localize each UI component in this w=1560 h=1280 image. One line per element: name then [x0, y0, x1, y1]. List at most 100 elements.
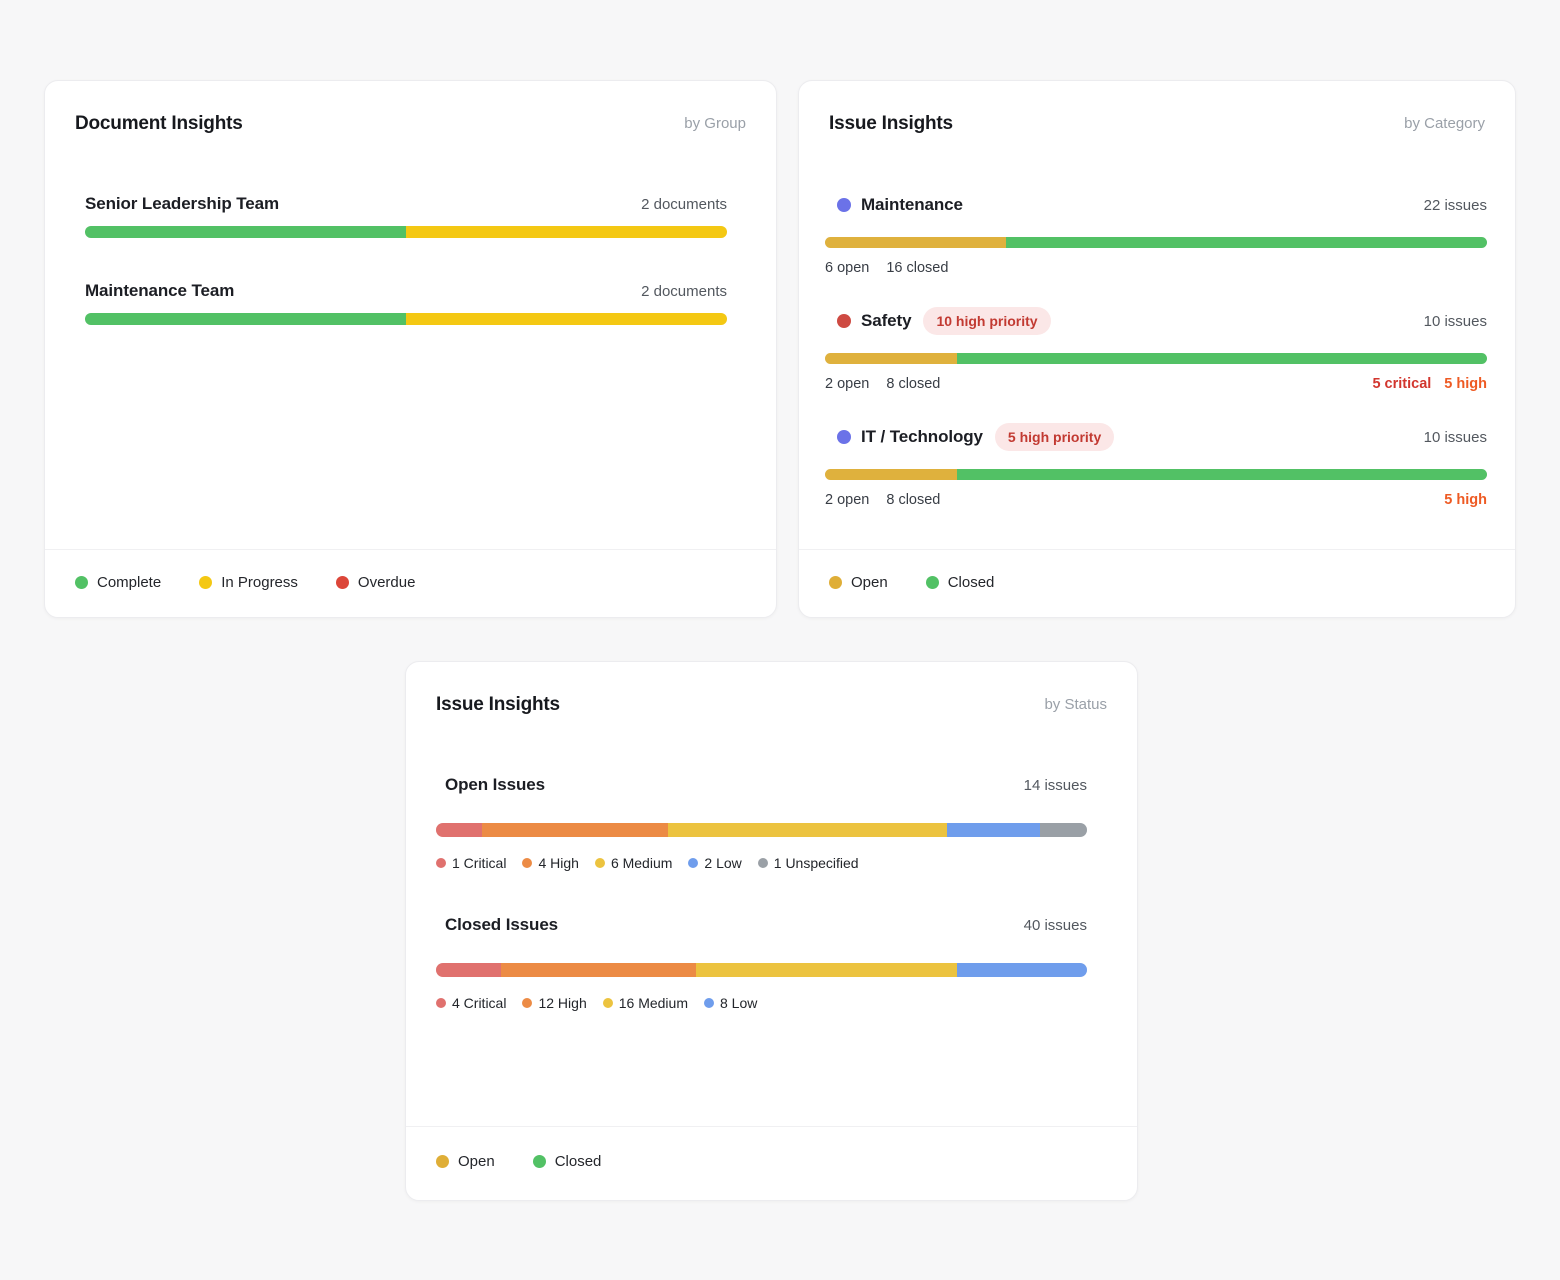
severity-dot-icon [688, 858, 699, 868]
category-dot-icon [837, 198, 851, 212]
severity-label: 16 Medium [618, 995, 688, 1011]
legend-dot-icon [925, 576, 939, 589]
count-unit: documents [653, 283, 727, 300]
stacked-progress-bar [85, 313, 727, 325]
issue-status-row[interactable]: Open Issues 14 issues 1 Critical 4 High 6 Me… [436, 772, 1087, 872]
status-name: Closed Issues [445, 915, 559, 934]
high-priority-badge: 10 high priority [923, 307, 1051, 335]
row-count: 40 issues [1024, 913, 1087, 939]
bar-segment-closed [1005, 237, 1487, 248]
legend-item-open: Open [829, 574, 888, 591]
issue-status-row[interactable]: Closed Issues 40 issues 4 Critical 12 High 1… [436, 912, 1087, 1012]
row-count: 22 issues [1424, 197, 1487, 214]
severity-item: 4 High [522, 855, 579, 871]
bar-segment-unspecified [1040, 823, 1087, 837]
legend-label: Open [851, 574, 888, 591]
stat-text: 6 open [825, 260, 870, 276]
document-insights-legend: Complete In Progress Overdue [45, 549, 776, 617]
severity-dot-icon [436, 858, 446, 868]
issue-insights-status-header: Issue Insights by Status [406, 662, 1137, 718]
legend-dot-icon [436, 1155, 449, 1168]
stat-text: 2 open [825, 492, 870, 508]
document-group-row[interactable]: Maintenance Team 2 documents [85, 278, 727, 325]
card-title: Document Insights [75, 113, 243, 134]
bar-segment-medium [668, 823, 948, 837]
legend-item-closed: Closed [925, 574, 995, 591]
count-unit: issues [1444, 428, 1487, 446]
bar-segment-open [825, 469, 958, 480]
severity-dot-icon [436, 998, 446, 1008]
severity-item: 4 Critical [436, 995, 506, 1011]
category-row-header: Maintenance 22 issues [825, 191, 1487, 219]
priority-stats: 5 critical 5 high [1372, 375, 1487, 393]
row-count: 14 issues [1024, 773, 1087, 799]
severity-label: 1 Critical [452, 855, 507, 871]
stacked-progress-bar [825, 237, 1487, 248]
legend-item-complete: Complete [75, 574, 161, 591]
bar-segment-closed [957, 469, 1487, 480]
severity-item: 1 Unspecified [757, 855, 859, 871]
count-unit: issues [1444, 196, 1487, 214]
legend-label: In Progress [221, 574, 298, 591]
legend-dot-icon [532, 1155, 546, 1168]
document-insights-body: Senior Leadership Team 2 documents Mainten… [45, 137, 776, 549]
category-row-stats: 2 open 8 closed 5 critical 5 high [825, 375, 1487, 393]
category-name: IT / Technology [861, 427, 983, 446]
severity-dot-icon [522, 998, 533, 1008]
bar-segment-critical [436, 823, 483, 837]
stat-text: 8 closed [886, 492, 941, 508]
stat-text: 2 open [825, 376, 870, 392]
group-name: Senior Leadership Team [85, 194, 279, 213]
severity-dot-icon [594, 858, 605, 868]
severity-item: 12 High [522, 995, 587, 1011]
issue-insights-status-card: Issue Insights by Status Open Issues 14 i… [405, 661, 1138, 1201]
issue-category-row[interactable]: Maintenance 22 issues 6 open 16 closed [825, 191, 1487, 277]
stacked-progress-bar [436, 963, 1087, 977]
legend-item-open: Open [436, 1153, 495, 1170]
bar-segment-in-progress [406, 313, 727, 325]
document-group-row[interactable]: Senior Leadership Team 2 documents [85, 191, 727, 238]
card-byline-category: by Category [1404, 115, 1485, 132]
severity-item: 1 Critical [436, 855, 506, 871]
count-unit: issues [1044, 917, 1087, 934]
severity-item: 16 Medium [602, 995, 688, 1011]
issue-insights-category-legend: Open Closed [799, 549, 1515, 617]
legend-item-in-progress: In Progress [199, 574, 298, 591]
severity-item: 6 Medium [594, 855, 672, 871]
stacked-progress-bar [825, 353, 1487, 364]
document-row-header: Maintenance Team 2 documents [85, 278, 727, 305]
severity-label: 1 Unspecified [773, 855, 859, 871]
document-insights-card: Document Insights by Group Senior Leader… [44, 80, 777, 618]
bar-segment-low [947, 823, 1041, 837]
count-number: 22 [1423, 196, 1441, 214]
category-row-stats: 2 open 8 closed 5 high [825, 491, 1487, 509]
bar-segment-high [482, 823, 669, 837]
issue-insights-category-card: Issue Insights by Category Maintenance 22… [798, 80, 1516, 618]
category-name: Maintenance [861, 195, 963, 214]
count-number: 40 [1023, 917, 1041, 934]
issue-category-row[interactable]: Safety 10 high priority 10 issues 2 open 8 c… [825, 307, 1487, 393]
severity-label: 8 Low [720, 995, 758, 1011]
severity-breakdown: 4 Critical 12 High 16 Medium 8 Low [436, 994, 1087, 1012]
high-priority-badge: 5 high priority [994, 423, 1115, 451]
legend-label: Closed [947, 574, 995, 591]
row-count: 10 issues [1424, 429, 1487, 446]
row-count: 10 issues [1424, 313, 1487, 330]
row-count: 2 documents [641, 279, 727, 305]
issue-category-row[interactable]: IT / Technology 5 high priority 10 issues 2… [825, 423, 1487, 509]
bar-segment-open [825, 237, 1006, 248]
category-dot-icon [837, 430, 851, 444]
severity-label: 12 High [538, 995, 587, 1011]
row-count: 2 documents [641, 192, 727, 218]
stacked-progress-bar [825, 469, 1487, 480]
category-dot-icon [837, 314, 851, 328]
count-unit: issues [1444, 312, 1487, 330]
bar-segment-medium [696, 963, 957, 977]
severity-dot-icon [704, 998, 714, 1008]
severity-breakdown: 1 Critical 4 High 6 Medium 2 Low 1 Unspecifi… [436, 854, 1087, 872]
bar-segment-complete [85, 226, 406, 238]
legend-label: Overdue [357, 574, 416, 591]
status-row-header: Closed Issues 40 issues [436, 912, 1087, 939]
legend-label: Open [458, 1153, 495, 1170]
count-number: 2 [641, 283, 650, 300]
